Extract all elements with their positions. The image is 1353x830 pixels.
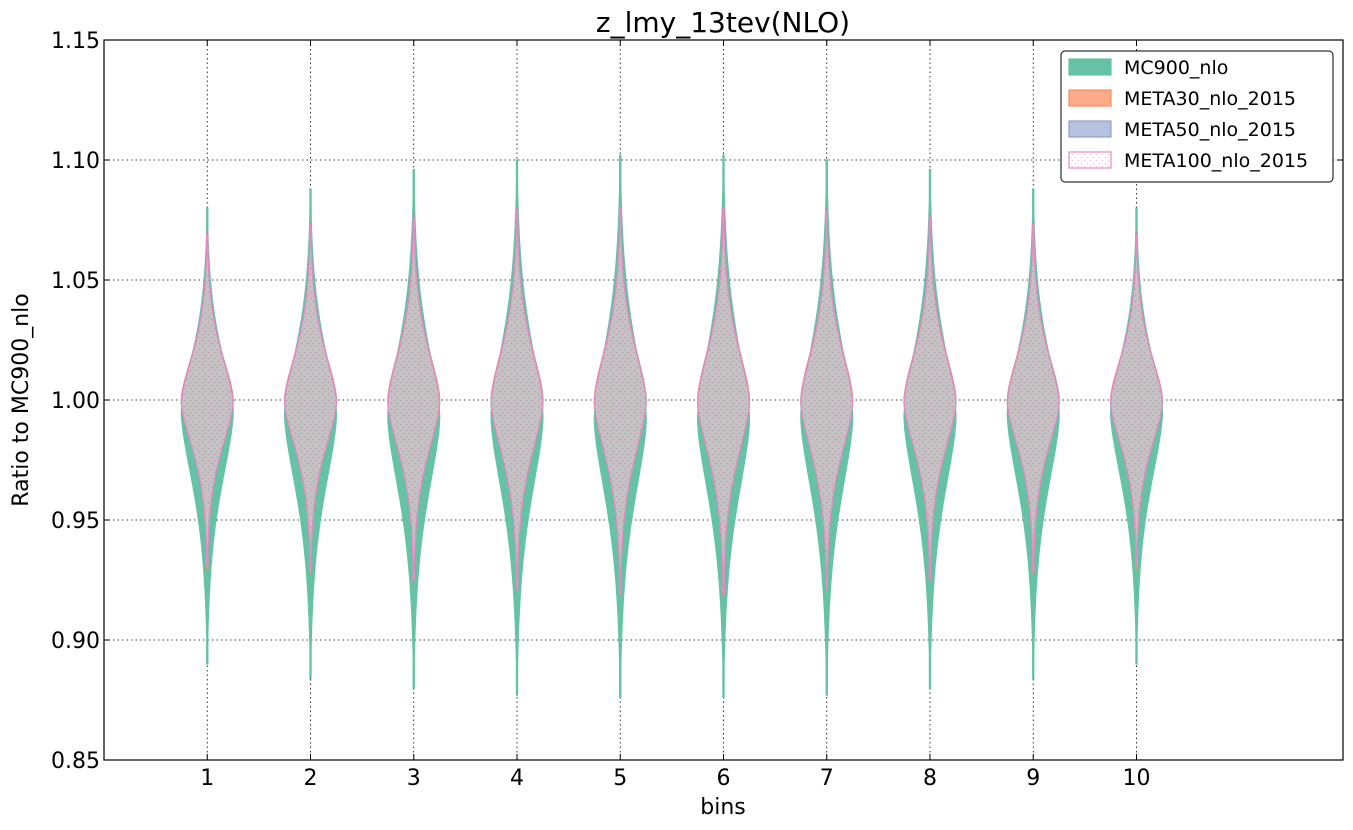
x-tick-label: 1 <box>200 766 214 791</box>
x-tick-label: 6 <box>717 766 731 791</box>
y-tick-label: 1.00 <box>51 389 100 414</box>
violin-META100_nlo_2015-bin-6 <box>697 207 750 595</box>
legend-label-META30_nlo_2015: META30_nlo_2015 <box>1124 88 1296 110</box>
violin-group-bin-10 <box>1109 207 1164 665</box>
violin-META100_nlo_2015-bin-10 <box>1110 233 1163 567</box>
legend-swatch-META100_nlo_2015 <box>1068 151 1112 169</box>
violins <box>180 154 1164 699</box>
violin-META100_nlo_2015-bin-4 <box>490 209 544 591</box>
legend-swatch-META30_nlo_2015 <box>1068 89 1112 107</box>
violin-group-bin-2 <box>283 188 338 679</box>
y-axis-label: Ratio to MC900_nlo <box>9 293 34 506</box>
violin-group-bin-9 <box>1006 188 1060 679</box>
violin-group-bin-6 <box>696 154 751 699</box>
violin-group-bin-7 <box>800 159 854 696</box>
violin-META100_nlo_2015-bin-1 <box>180 233 234 567</box>
legend-label-META50_nlo_2015: META50_nlo_2015 <box>1124 119 1296 141</box>
axis-ticks: 0.85 0.90 0.95 1.00 1.05 1.10 1.15 1 2 3 4 5 6 7 8 9 10 <box>51 29 1343 791</box>
legend-box <box>1060 50 1334 183</box>
violin-META100_nlo_2015-bin-7 <box>800 209 853 591</box>
legend: MC900_nlo META30_nlo_2015 META50_nlo_2015 M… <box>1060 50 1334 183</box>
y-tick-label: 0.90 <box>51 629 100 654</box>
x-tick-label: 4 <box>510 766 524 791</box>
y-tick-label: 1.10 <box>51 149 100 174</box>
x-tick-label: 7 <box>820 766 834 791</box>
violin-META100_nlo_2015-bin-3 <box>387 217 441 581</box>
y-tick-label: 1.15 <box>51 29 100 54</box>
legend-swatch-META50_nlo_2015 <box>1068 120 1112 138</box>
x-tick-label: 9 <box>1026 766 1040 791</box>
violin-group-bin-3 <box>387 169 441 689</box>
legend-label-MC900_nlo: MC900_nlo <box>1124 57 1228 79</box>
violin-group-bin-1 <box>180 207 234 665</box>
violin-META100_nlo_2015-bin-8 <box>903 217 957 581</box>
violin-META100_nlo_2015-bin-2 <box>284 224 337 571</box>
y-tick-label: 0.95 <box>51 509 100 534</box>
violin-group-bin-8 <box>903 169 957 689</box>
violin-group-bin-4 <box>490 159 544 696</box>
chart-title: z_lmy_13tev(NLO) <box>596 6 850 39</box>
legend-swatch-MC900_nlo <box>1068 58 1112 76</box>
x-tick-label: 2 <box>304 766 318 791</box>
x-tick-label: 5 <box>613 766 627 791</box>
x-tick-label: 10 <box>1123 766 1151 791</box>
violin-META100_nlo_2015-bin-9 <box>1006 224 1060 571</box>
violin-META100_nlo_2015-bin-5 <box>593 207 647 595</box>
y-tick-label: 0.85 <box>51 749 100 774</box>
y-tick-label: 1.05 <box>51 269 100 294</box>
x-axis-label: bins <box>700 795 745 820</box>
legend-label-META100_nlo_2015: META100_nlo_2015 <box>1124 150 1308 172</box>
x-tick-label: 8 <box>923 766 937 791</box>
x-tick-label: 3 <box>407 766 421 791</box>
violin-group-bin-5 <box>593 154 647 699</box>
